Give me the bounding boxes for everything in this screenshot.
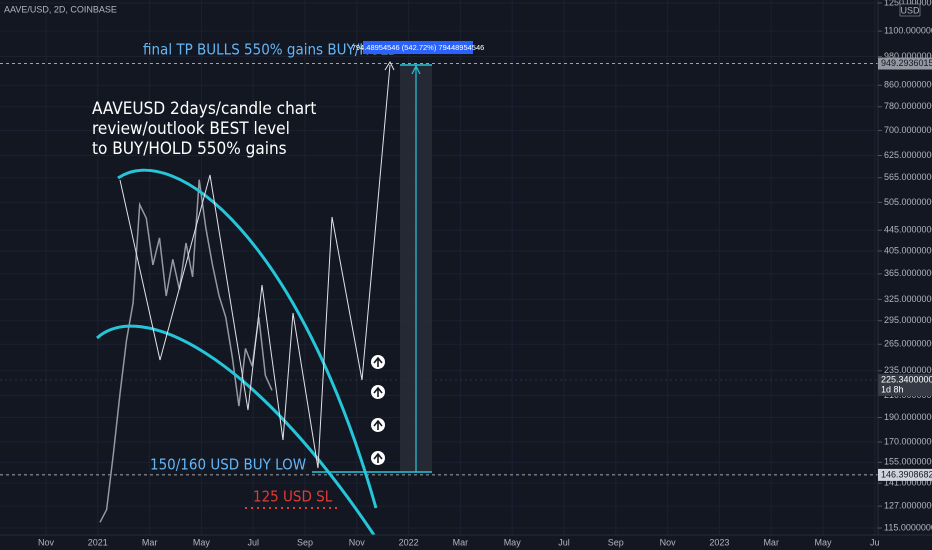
x-tick-label: Jul bbox=[247, 537, 259, 547]
y-tick-label: 141.00000000 bbox=[884, 478, 932, 488]
y-tick-label: 405.00000000 bbox=[884, 245, 932, 255]
x-tick-label: 2023 bbox=[709, 537, 729, 547]
measure-box bbox=[363, 41, 473, 54]
y-tick-label: 625.00000000 bbox=[884, 150, 932, 160]
x-tick-label: Jul bbox=[558, 537, 570, 547]
review-line: to BUY/HOLD 550% gains bbox=[92, 139, 287, 159]
x-tick-label: May bbox=[814, 537, 832, 547]
zigzag-projection bbox=[119, 64, 391, 469]
y-tick-label: 190.00000000 bbox=[884, 412, 932, 422]
upper-arc bbox=[117, 168, 378, 509]
price-line-series bbox=[99, 179, 273, 523]
price-label-box bbox=[878, 57, 932, 70]
review-line: review/outlook BEST level bbox=[92, 119, 290, 139]
symbol: AAVE/USD, 2D, COINBASE bbox=[4, 4, 117, 14]
price-label: 146.39086824 bbox=[881, 469, 932, 479]
arrow-head bbox=[411, 64, 421, 75]
x-tick-label: 2022 bbox=[399, 537, 419, 547]
y-tick-label: 155.00000000 bbox=[884, 457, 932, 467]
y-tick-label: 365.00000000 bbox=[884, 268, 932, 278]
projection-head bbox=[384, 60, 395, 71]
x-tick-label: Mar bbox=[763, 537, 779, 547]
x-tick-label: Mar bbox=[453, 537, 469, 547]
currency-box bbox=[899, 3, 921, 17]
currency: USD bbox=[900, 5, 920, 15]
target-note: final TP BULLS 550% gains BUY/HOLD bbox=[143, 41, 398, 59]
x-tick-label: Sep bbox=[297, 537, 313, 547]
stop-note: 125 USD SL bbox=[253, 488, 333, 506]
y-tick-label: 565.00000000 bbox=[884, 172, 932, 182]
y-tick-label: 505.00000000 bbox=[884, 197, 932, 207]
price-label: 225.34000000 bbox=[881, 374, 932, 384]
y-tick-label: 1100.00000000 bbox=[884, 25, 932, 35]
x-tick-label: Ju bbox=[870, 537, 880, 547]
x-tick-label: Nov bbox=[349, 537, 366, 547]
y-tick-label: 780.00000000 bbox=[884, 101, 932, 111]
y-tick-label: 700.00000000 bbox=[884, 125, 932, 135]
y-tick-label: 445.00000000 bbox=[884, 225, 932, 235]
price-label-sub: 1d 8h bbox=[881, 384, 904, 394]
x-tick-label: Nov bbox=[660, 537, 677, 547]
y-tick-label: 1250.00000000 bbox=[884, 0, 932, 7]
y-tick-label: 860.00000000 bbox=[884, 80, 932, 90]
y-tick-label: 980.00000000 bbox=[884, 51, 932, 61]
price-axis: 1250.00000000 1100.00000000 980.00000000 86… bbox=[878, 0, 932, 532]
y-tick-label: 115.00000000 bbox=[884, 522, 932, 532]
y-tick-label: 127.00000000 bbox=[884, 501, 932, 511]
price-series bbox=[99, 179, 273, 523]
price-label-box bbox=[878, 468, 932, 481]
x-tick-label: Nov bbox=[38, 537, 55, 547]
y-tick-label: 295.00000000 bbox=[884, 315, 932, 325]
y-tick-label: 170.00000000 bbox=[884, 436, 932, 446]
price-label-box bbox=[878, 373, 932, 396]
grid bbox=[0, 0, 878, 535]
y-tick-label: 325.00000000 bbox=[884, 294, 932, 304]
x-tick-label: 2021 bbox=[88, 537, 108, 547]
lower-arc bbox=[96, 324, 376, 536]
up-arrows bbox=[371, 355, 385, 465]
x-tick-label: May bbox=[193, 537, 211, 547]
x-tick-label: Mar bbox=[142, 537, 158, 547]
review-line: AAVEUSD 2days/candle chart bbox=[92, 99, 316, 119]
measure-label: 794.48954546 (542.72%) 79448954546 bbox=[352, 43, 485, 52]
x-tick-label: May bbox=[504, 537, 522, 547]
buy-note: 150/160 USD BUY LOW bbox=[150, 456, 306, 474]
y-tick-label: 265.00000000 bbox=[884, 339, 932, 349]
x-tick-label: Sep bbox=[608, 537, 624, 547]
price-label: 949.29360155 bbox=[881, 58, 932, 68]
y-tick-label: 235.00000000 bbox=[884, 365, 932, 375]
